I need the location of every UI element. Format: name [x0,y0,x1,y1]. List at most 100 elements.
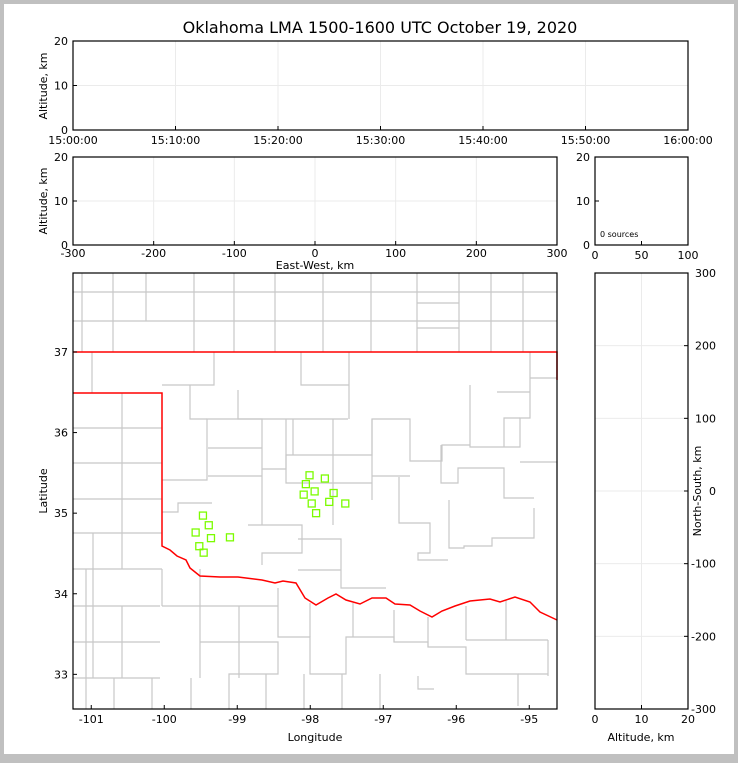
county-boundary [448,500,535,549]
county-boundary [417,676,434,690]
source-point [199,548,208,557]
y-tick-label: 0 [61,124,68,137]
y-tick-label: -100 [691,558,716,571]
y-tick-label: 33 [54,668,68,681]
y-tick-label: -300 [691,703,716,716]
county-boundary [162,502,212,513]
y-axis-label: North-South, km [691,446,704,537]
y-tick-label: 34 [54,588,68,601]
county-boundary [285,419,372,484]
y-tick-label: 20 [576,151,590,164]
county-boundary [200,641,279,709]
eastwest-altitude-panel: -300 -200 -100 0 100 200 300 0 10 20 [54,151,568,260]
x-axis-label: Altitude, km [607,731,674,744]
y-axis-label: Latitude [37,468,50,514]
y-axis-label: Altitude, km [37,167,50,234]
source-points [191,471,350,557]
y-tick-label: 10 [54,80,68,93]
source-point [320,474,330,483]
source-point [225,533,235,542]
axes-frame [72,272,558,710]
y-tick-label: 0 [583,239,590,252]
source-point [305,471,314,480]
y-tick-label: 20 [54,35,68,48]
source-point [325,497,334,507]
altitude-histogram-panel: 0 sources 0 50 100 0 10 20 [576,151,699,262]
x-tick-label: 50 [635,249,649,262]
x-tick-label: -95 [520,713,538,726]
source-point [195,542,204,551]
source-point [204,521,213,530]
time-altitude-panel: 15:00:00 15:10:00 15:20:00 15:30:00 15:40:00… [48,35,712,147]
x-tick-label: 300 [547,247,568,260]
y-tick-label: 200 [695,340,716,353]
x-tick-label: 0 [592,249,599,262]
y-tick-label: 37 [54,346,68,359]
state-border-south [73,392,558,621]
x-tick-label: 15:10:00 [151,134,200,147]
x-tick-label: 20 [681,713,695,726]
source-point [310,487,319,496]
y-tick-label: 10 [576,195,590,208]
y-axis-label: Altitude, km [37,52,50,119]
x-tick-label: 16:00:00 [663,134,712,147]
x-tick-label: 0 [312,247,319,260]
y-tick-label: 35 [54,507,68,520]
x-tick-label: 10 [635,713,649,726]
source-point [301,479,311,489]
x-tick-label: 15:00:00 [48,134,97,147]
figure-background [4,4,734,754]
y-tick-label: 0 [709,485,716,498]
county-boundary [248,524,303,565]
x-tick-label: -96 [447,713,465,726]
x-tick-label: -97 [374,713,392,726]
source-point [311,509,321,518]
county-boundary [237,390,348,420]
county-boundary [298,538,386,589]
county-boundary [300,352,349,386]
county-boundary [469,352,531,448]
y-tick-label: 20 [54,151,68,164]
x-tick-label: 15:30:00 [356,134,405,147]
source-point [191,528,200,537]
x-tick-label: -98 [301,713,319,726]
northsouth-altitude-panel: 0 10 20-300 -200 -100 0 100 200 300 [592,267,717,726]
source-point [206,533,216,543]
y-tick-label: 10 [54,195,68,208]
x-tick-label: -200 [141,247,166,260]
source-point [341,499,350,508]
x-tick-label: -101 [79,713,104,726]
y-tick-label: 100 [695,412,716,425]
county-boundary [440,445,534,499]
x-tick-label: -300 [61,247,86,260]
x-tick-label: 200 [466,247,487,260]
y-tick-label: -200 [691,630,716,643]
county-boundary [162,352,215,386]
x-tick-label: 100 [678,249,699,262]
source-count: 0 sources [600,230,638,239]
source-point [198,511,208,520]
x-tick-label: 15:20:00 [253,134,302,147]
y-tick-label: 300 [695,267,716,280]
source-point [307,499,316,508]
county-boundary [189,385,207,420]
y-tick-label: 0 [61,239,68,252]
x-axis-label: East-West, km [276,259,354,272]
x-tick-label: -100 [222,247,247,260]
x-tick-label: 100 [385,247,406,260]
county-boundary [503,417,520,447]
x-tick-label: 0 [592,713,599,726]
plan-view-panel: -101 -100 -99 -98 -97 -96 -95 33 34 35 36 37 [54,272,558,726]
figure-title: Oklahoma LMA 1500-1600 UTC October 19, 2… [183,18,578,37]
y-tick-label: 36 [54,427,68,440]
x-tick-label: 15:50:00 [561,134,610,147]
county-boundary [398,477,448,561]
x-tick-label: -100 [152,713,177,726]
x-tick-label: 15:40:00 [458,134,507,147]
x-axis-label: Longitude [288,731,343,744]
county-boundary [162,418,470,481]
x-tick-label: -99 [228,713,246,726]
county-lines [73,273,558,709]
